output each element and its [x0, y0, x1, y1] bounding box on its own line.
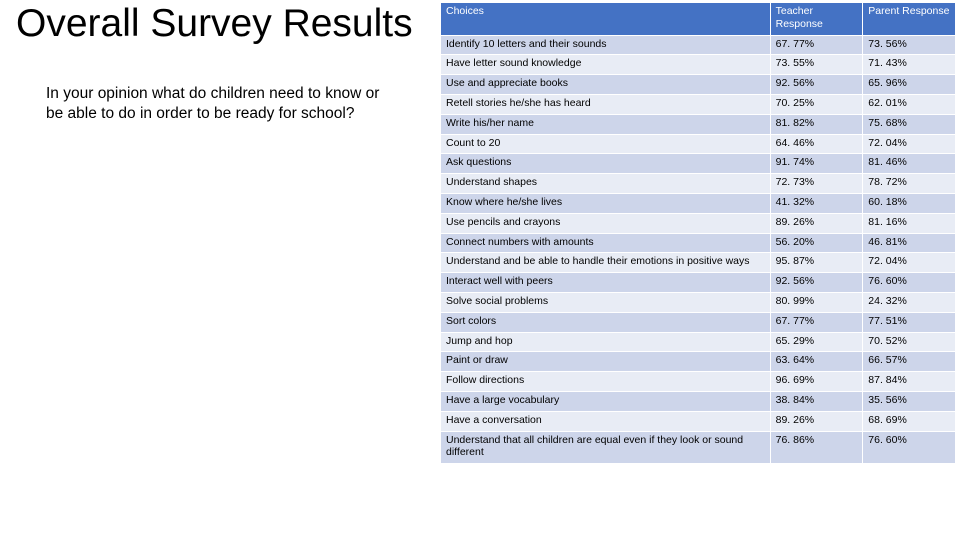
cell-teacher: 89. 26%: [770, 411, 863, 431]
cell-parent: 81. 46%: [863, 154, 956, 174]
cell-choice: Connect numbers with amounts: [441, 233, 771, 253]
table-row: Use pencils and crayons89. 26%81. 16%: [441, 213, 956, 233]
cell-choice: Follow directions: [441, 372, 771, 392]
cell-teacher: 67. 77%: [770, 35, 863, 55]
cell-teacher: 72. 73%: [770, 174, 863, 194]
cell-choice: Write his/her name: [441, 114, 771, 134]
cell-parent: 72. 04%: [863, 253, 956, 273]
table-row: Know where he/she lives41. 32%60. 18%: [441, 193, 956, 213]
left-panel: Overall Survey Results In your opinion w…: [0, 0, 440, 540]
col-header-choices: Choices: [441, 3, 771, 36]
cell-parent: 24. 32%: [863, 292, 956, 312]
cell-teacher: 63. 64%: [770, 352, 863, 372]
results-table: Choices Teacher Response Parent Response…: [440, 2, 956, 464]
cell-parent: 62. 01%: [863, 94, 956, 114]
table-row: Use and appreciate books92. 56%65. 96%: [441, 75, 956, 95]
table-row: Solve social problems80. 99%24. 32%: [441, 292, 956, 312]
cell-teacher: 64. 46%: [770, 134, 863, 154]
cell-parent: 66. 57%: [863, 352, 956, 372]
cell-teacher: 80. 99%: [770, 292, 863, 312]
cell-parent: 76. 60%: [863, 273, 956, 293]
cell-choice: Have letter sound knowledge: [441, 55, 771, 75]
cell-choice: Count to 20: [441, 134, 771, 154]
cell-choice: Have a large vocabulary: [441, 391, 771, 411]
cell-choice: Use pencils and crayons: [441, 213, 771, 233]
table-row: Have letter sound knowledge73. 55%71. 43…: [441, 55, 956, 75]
table-row: Interact well with peers92. 56%76. 60%: [441, 273, 956, 293]
cell-parent: 75. 68%: [863, 114, 956, 134]
cell-choice: Sort colors: [441, 312, 771, 332]
cell-teacher: 95. 87%: [770, 253, 863, 273]
cell-teacher: 65. 29%: [770, 332, 863, 352]
table-row: Connect numbers with amounts56. 20%46. 8…: [441, 233, 956, 253]
cell-choice: Retell stories he/she has heard: [441, 94, 771, 114]
table-row: Retell stories he/she has heard70. 25%62…: [441, 94, 956, 114]
cell-choice: Understand that all children are equal e…: [441, 431, 771, 464]
table-row: Sort colors67. 77%77. 51%: [441, 312, 956, 332]
slide: Overall Survey Results In your opinion w…: [0, 0, 960, 540]
table-body: Identify 10 letters and their sounds67. …: [441, 35, 956, 464]
cell-choice: Understand and be able to handle their e…: [441, 253, 771, 273]
table-row: Understand and be able to handle their e…: [441, 253, 956, 273]
table-row: Have a conversation89. 26%68. 69%: [441, 411, 956, 431]
table-row: Ask questions91. 74%81. 46%: [441, 154, 956, 174]
table-row: Jump and hop65. 29%70. 52%: [441, 332, 956, 352]
cell-choice: Paint or draw: [441, 352, 771, 372]
cell-teacher: 38. 84%: [770, 391, 863, 411]
cell-parent: 46. 81%: [863, 233, 956, 253]
cell-parent: 76. 60%: [863, 431, 956, 464]
page-title: Overall Survey Results: [16, 2, 422, 46]
cell-parent: 70. 52%: [863, 332, 956, 352]
cell-teacher: 96. 69%: [770, 372, 863, 392]
cell-teacher: 41. 32%: [770, 193, 863, 213]
survey-question: In your opinion what do children need to…: [16, 84, 422, 125]
cell-parent: 68. 69%: [863, 411, 956, 431]
table-header-row: Choices Teacher Response Parent Response: [441, 3, 956, 36]
cell-parent: 65. 96%: [863, 75, 956, 95]
cell-parent: 87. 84%: [863, 372, 956, 392]
cell-choice: Interact well with peers: [441, 273, 771, 293]
table-row: Follow directions96. 69%87. 84%: [441, 372, 956, 392]
cell-parent: 78. 72%: [863, 174, 956, 194]
table-row: Understand that all children are equal e…: [441, 431, 956, 464]
table-row: Count to 2064. 46%72. 04%: [441, 134, 956, 154]
cell-choice: Jump and hop: [441, 332, 771, 352]
cell-parent: 73. 56%: [863, 35, 956, 55]
cell-choice: Ask questions: [441, 154, 771, 174]
cell-teacher: 91. 74%: [770, 154, 863, 174]
cell-teacher: 70. 25%: [770, 94, 863, 114]
col-header-teacher: Teacher Response: [770, 3, 863, 36]
col-header-parent: Parent Response: [863, 3, 956, 36]
cell-parent: 60. 18%: [863, 193, 956, 213]
right-panel: Choices Teacher Response Parent Response…: [440, 0, 960, 540]
cell-parent: 81. 16%: [863, 213, 956, 233]
cell-teacher: 73. 55%: [770, 55, 863, 75]
cell-parent: 77. 51%: [863, 312, 956, 332]
table-row: Identify 10 letters and their sounds67. …: [441, 35, 956, 55]
cell-teacher: 81. 82%: [770, 114, 863, 134]
cell-teacher: 76. 86%: [770, 431, 863, 464]
table-row: Have a large vocabulary38. 84%35. 56%: [441, 391, 956, 411]
cell-choice: Understand shapes: [441, 174, 771, 194]
cell-parent: 72. 04%: [863, 134, 956, 154]
cell-teacher: 56. 20%: [770, 233, 863, 253]
table-row: Paint or draw63. 64%66. 57%: [441, 352, 956, 372]
cell-teacher: 92. 56%: [770, 273, 863, 293]
cell-teacher: 67. 77%: [770, 312, 863, 332]
cell-choice: Identify 10 letters and their sounds: [441, 35, 771, 55]
cell-parent: 71. 43%: [863, 55, 956, 75]
cell-choice: Know where he/she lives: [441, 193, 771, 213]
cell-parent: 35. 56%: [863, 391, 956, 411]
table-row: Write his/her name81. 82%75. 68%: [441, 114, 956, 134]
cell-choice: Have a conversation: [441, 411, 771, 431]
cell-choice: Use and appreciate books: [441, 75, 771, 95]
table-row: Understand shapes72. 73%78. 72%: [441, 174, 956, 194]
cell-teacher: 89. 26%: [770, 213, 863, 233]
cell-teacher: 92. 56%: [770, 75, 863, 95]
cell-choice: Solve social problems: [441, 292, 771, 312]
